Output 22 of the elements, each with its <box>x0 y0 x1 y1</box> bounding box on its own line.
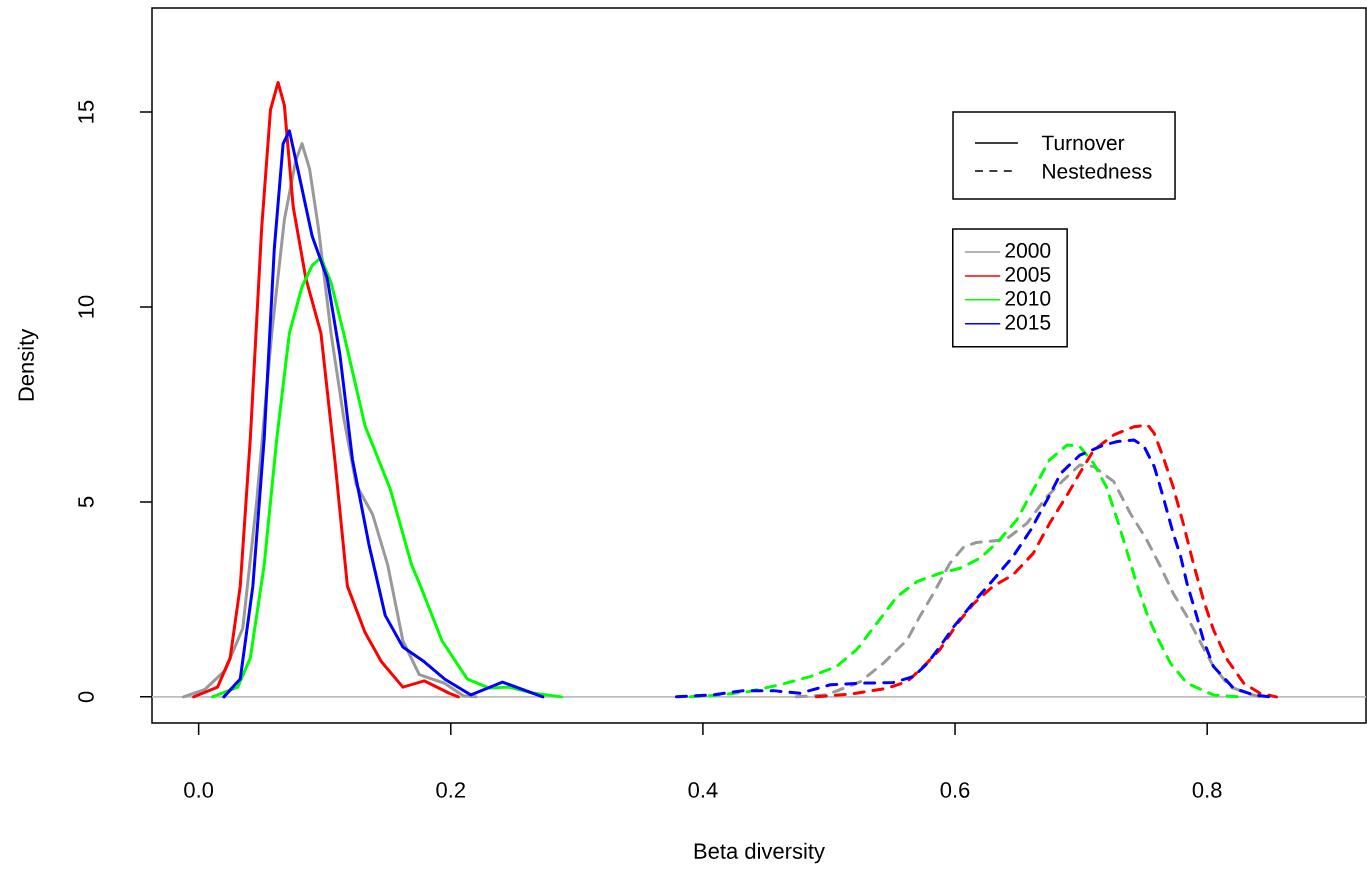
line-series <box>192 80 460 699</box>
annotation: Nestedness <box>1043 163 1152 179</box>
y-tick-label: 10 <box>78 295 94 318</box>
legend-label: 2000 <box>1005 242 1051 258</box>
line-series <box>211 256 564 699</box>
line-series <box>814 423 1278 699</box>
legend-label: 2005 <box>1005 266 1051 282</box>
x-tick-label: 0.4 <box>688 782 718 798</box>
y-tick-label: 0 <box>78 691 94 703</box>
y-tick-label: 5 <box>78 496 94 508</box>
legend-label: 2010 <box>1005 290 1051 306</box>
y-axis-title: Density <box>17 328 39 401</box>
x-axis-title: Beta diversity <box>694 842 825 864</box>
x-tick-label: 0.8 <box>1192 782 1222 798</box>
x-tick-label: 0.6 <box>940 782 970 798</box>
y-tick-label: 15 <box>78 100 94 123</box>
legend-label: 2015 <box>1005 314 1051 330</box>
annotation: Turnover <box>1041 135 1125 151</box>
line-series <box>222 129 545 699</box>
x-tick-label: 0.2 <box>436 782 465 798</box>
x-tick-label: 0.0 <box>184 782 214 798</box>
line-series <box>794 463 1262 699</box>
